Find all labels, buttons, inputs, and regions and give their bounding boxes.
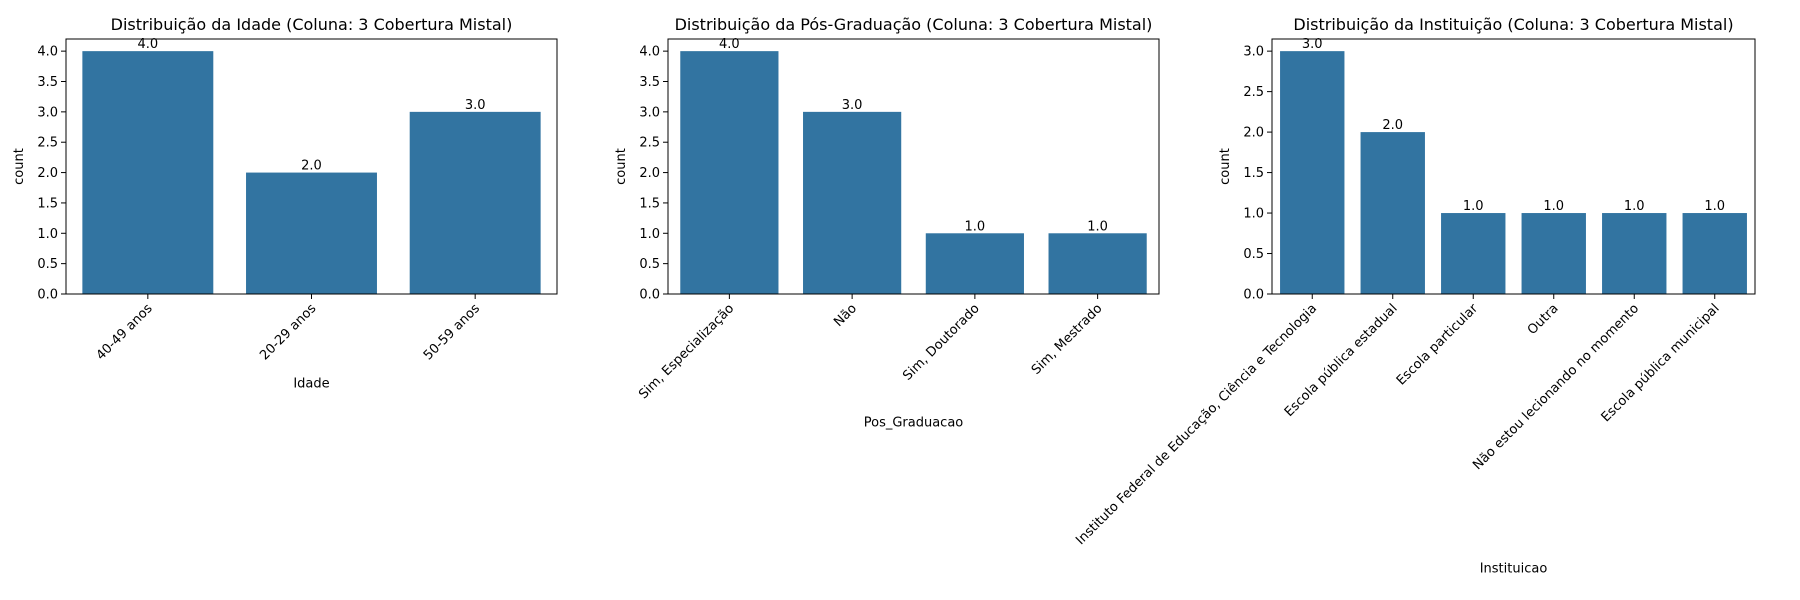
bar-data-label: 1.0	[1543, 199, 1564, 214]
y-tick-label: 1.0	[639, 227, 660, 242]
y-tick-label: 4.0	[37, 45, 58, 60]
y-tick-label: 1.0	[37, 227, 58, 242]
x-axis-label: Instituicao	[1480, 561, 1548, 576]
bar-data-label: 1.0	[1624, 199, 1645, 214]
bar-data-label: 4.0	[137, 37, 158, 52]
bar-data-label: 1.0	[1704, 199, 1725, 214]
bar	[1360, 132, 1425, 294]
chart-title: Distribuição da Idade (Coluna: 3 Cobertu…	[111, 15, 513, 34]
y-tick-label: 2.5	[37, 136, 58, 151]
y-tick-label: 3.0	[639, 105, 660, 120]
bar-data-label: 1.0	[1087, 219, 1108, 234]
bar	[82, 51, 214, 295]
bar	[1048, 233, 1147, 294]
y-axis-label: count	[12, 148, 27, 185]
x-axis-label: Pos_Graduacao	[864, 416, 964, 431]
y-tick-label: 2.5	[639, 136, 660, 151]
y-tick-label: 2.0	[639, 166, 660, 181]
bar-data-label: 2.0	[301, 159, 322, 174]
y-tick-label: 0.5	[37, 257, 58, 272]
y-axis-label: count	[614, 148, 629, 185]
y-tick-label: 0.0	[1243, 288, 1264, 303]
y-tick-label: 4.0	[639, 45, 660, 60]
bar-data-label: 2.0	[1382, 118, 1403, 133]
y-tick-label: 3.0	[37, 105, 58, 120]
y-tick-label: 2.0	[37, 166, 58, 181]
y-axis-label: count	[1218, 148, 1233, 185]
y-tick-label: 2.5	[1243, 85, 1264, 100]
axes-frame	[1271, 38, 1756, 295]
y-tick-label: 3.0	[1243, 45, 1264, 60]
x-axis-label: Idade	[293, 377, 329, 392]
y-tick-label: 0.5	[639, 257, 660, 272]
y-tick-label: 0.5	[1243, 247, 1264, 262]
bar	[1521, 213, 1586, 294]
y-tick-label: 1.0	[1243, 207, 1264, 222]
bar-data-label: 4.0	[719, 37, 740, 52]
y-tick-label: 0.0	[37, 288, 58, 303]
y-tick-label: 1.5	[639, 196, 660, 211]
bar	[1682, 213, 1747, 294]
bar	[680, 51, 779, 295]
y-tick-label: 3.5	[37, 75, 58, 90]
chart-title: Distribuição da Pós-Graduação (Coluna: 3…	[675, 15, 1153, 34]
y-tick-label: 2.0	[1243, 126, 1264, 141]
y-tick-label: 1.5	[1243, 166, 1264, 181]
bar	[1280, 51, 1345, 295]
bar	[246, 172, 377, 294]
bar	[1441, 213, 1506, 294]
bar-data-label: 1.0	[1463, 199, 1484, 214]
bar	[409, 111, 541, 294]
bar-data-label: 3.0	[842, 98, 863, 113]
y-tick-label: 1.5	[37, 196, 58, 211]
bar	[1602, 213, 1667, 294]
y-tick-label: 3.5	[639, 75, 660, 90]
bar-data-label: 1.0	[965, 219, 986, 234]
bar-data-label: 3.0	[465, 98, 486, 113]
axes-frame	[667, 38, 1160, 295]
bar-data-label: 3.0	[1302, 37, 1323, 52]
bar	[803, 111, 902, 294]
chart-title: Distribuição da Instituição (Coluna: 3 C…	[1293, 15, 1733, 34]
bar	[925, 233, 1024, 294]
y-tick-label: 0.0	[639, 288, 660, 303]
